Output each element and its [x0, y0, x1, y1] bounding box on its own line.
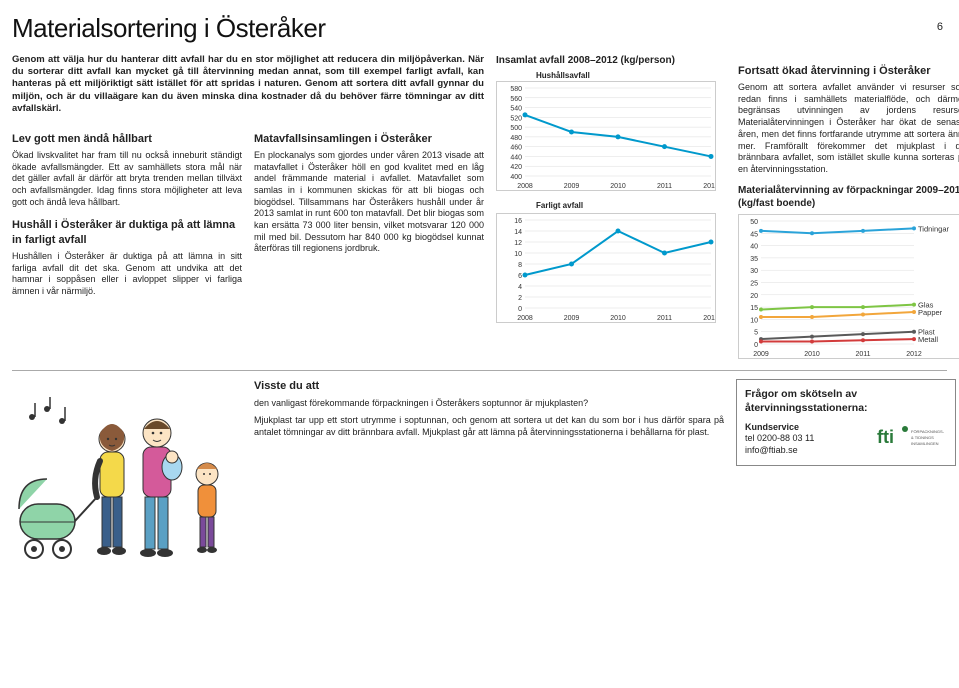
svg-text:2012: 2012 — [703, 183, 716, 190]
heading-hushall: Hushåll i Österåker är duktiga på att lä… — [12, 218, 242, 247]
svg-text:580: 580 — [510, 86, 522, 93]
svg-text:5: 5 — [754, 329, 758, 336]
svg-text:INSAMLINGEN: INSAMLINGEN — [911, 441, 939, 446]
svg-text:16: 16 — [514, 218, 522, 225]
contact-box: Frågor om skötseln av återvinningsstatio… — [736, 379, 956, 465]
contact-heading: Frågor om skötseln av återvinningsstatio… — [745, 388, 947, 415]
svg-text:2009: 2009 — [753, 351, 769, 358]
divider — [12, 370, 947, 371]
heading-fortsatt: Fortsatt ökad återvinning i Österåker — [738, 64, 959, 78]
svg-text:2008: 2008 — [517, 315, 533, 322]
svg-text:Papper: Papper — [918, 308, 943, 317]
svg-text:15: 15 — [750, 305, 758, 312]
svg-text:2012: 2012 — [906, 351, 922, 358]
chart1-sub2: Farligt avfall — [536, 201, 726, 211]
visste-p2: Mjukplast tar upp ett stort utrymme i so… — [254, 415, 724, 438]
heading-lev-gott: Lev gott men ändå hållbart — [12, 132, 242, 146]
chart1-sub1: Hushållsavfall — [536, 71, 726, 81]
visste-p1: den vanligast förekommande förpackningen… — [254, 398, 724, 410]
svg-text:2011: 2011 — [657, 315, 672, 322]
svg-text:10: 10 — [514, 251, 522, 258]
svg-text:560: 560 — [510, 96, 522, 103]
svg-text:500: 500 — [510, 125, 522, 132]
intro-paragraph: Genom att välja hur du hanterar ditt avf… — [12, 54, 484, 116]
svg-text:Metall: Metall — [918, 335, 938, 344]
svg-text:480: 480 — [510, 135, 522, 142]
svg-text:40: 40 — [750, 243, 758, 250]
para-fortsatt: Genom att sortera avfallet använder vi r… — [738, 82, 959, 176]
svg-text:6: 6 — [518, 273, 522, 280]
fti-logo: fti FÖRPACKNINGS- & TIDNINGS INSAMLINGEN — [877, 423, 947, 453]
svg-text:2009: 2009 — [564, 315, 580, 322]
svg-text:520: 520 — [510, 116, 522, 123]
svg-text:45: 45 — [750, 231, 758, 238]
svg-text:2008: 2008 — [517, 183, 533, 190]
para-matavfall: En plockanalys som gjordes under våren 2… — [254, 150, 484, 255]
chart1-title: Insamlat avfall 2008–2012 (kg/person) — [496, 54, 726, 67]
svg-text:20: 20 — [750, 292, 758, 299]
svg-text:2: 2 — [518, 295, 522, 302]
svg-text:2012: 2012 — [703, 315, 716, 322]
svg-text:0: 0 — [754, 342, 758, 349]
chart-hushallsavfall: 400 420 440 460 480 500 520 540 560 580 2008 2009 20… — [496, 81, 716, 191]
svg-text:4: 4 — [518, 284, 522, 291]
svg-text:540: 540 — [510, 106, 522, 113]
svg-text:0: 0 — [518, 306, 522, 313]
family-illustration — [12, 379, 242, 599]
svg-text:& TIDNINGS: & TIDNINGS — [911, 435, 934, 440]
svg-text:30: 30 — [750, 268, 758, 275]
svg-text:2010: 2010 — [804, 351, 820, 358]
svg-text:8: 8 — [518, 262, 522, 269]
svg-text:50: 50 — [750, 219, 758, 226]
para-hushall: Hushållen i Österåker är duktiga på att … — [12, 251, 242, 298]
svg-text:2010: 2010 — [610, 183, 626, 190]
svg-text:440: 440 — [510, 155, 522, 162]
svg-text:12: 12 — [514, 240, 522, 247]
chart-farligt-avfall: 0 2 4 6 8 10 12 14 16 2008 2009 2010 2011 2012 — [496, 213, 716, 323]
page-title: Materialsortering i Österåker — [12, 12, 959, 46]
svg-text:10: 10 — [750, 317, 758, 324]
chart2-title: Materialåtervinning av förpackningar 200… — [738, 184, 959, 210]
chart-materialatervinning: 0 5 10 15 20 25 30 35 40 45 50 2009 2010 2011 2012 Tidn… — [738, 214, 959, 359]
svg-text:460: 460 — [510, 145, 522, 152]
svg-text:FÖRPACKNINGS-: FÖRPACKNINGS- — [911, 429, 945, 434]
heading-visste: Visste du att — [254, 379, 724, 393]
svg-text:400: 400 — [510, 174, 522, 181]
svg-text:2009: 2009 — [564, 183, 580, 190]
heading-matavfall: Matavfallsinsamlingen i Österåker — [254, 132, 484, 146]
page-number: 6 — [937, 20, 943, 34]
svg-text:25: 25 — [750, 280, 758, 287]
svg-text:2011: 2011 — [855, 351, 870, 358]
svg-text:2010: 2010 — [610, 315, 626, 322]
svg-text:Tidningar: Tidningar — [918, 224, 949, 233]
svg-text:2011: 2011 — [657, 183, 672, 190]
svg-text:35: 35 — [750, 255, 758, 262]
svg-text:fti: fti — [877, 427, 894, 447]
svg-text:14: 14 — [514, 229, 522, 236]
svg-text:420: 420 — [510, 164, 522, 171]
para-lev-gott: Ökad livskvalitet har fram till nu också… — [12, 150, 242, 208]
